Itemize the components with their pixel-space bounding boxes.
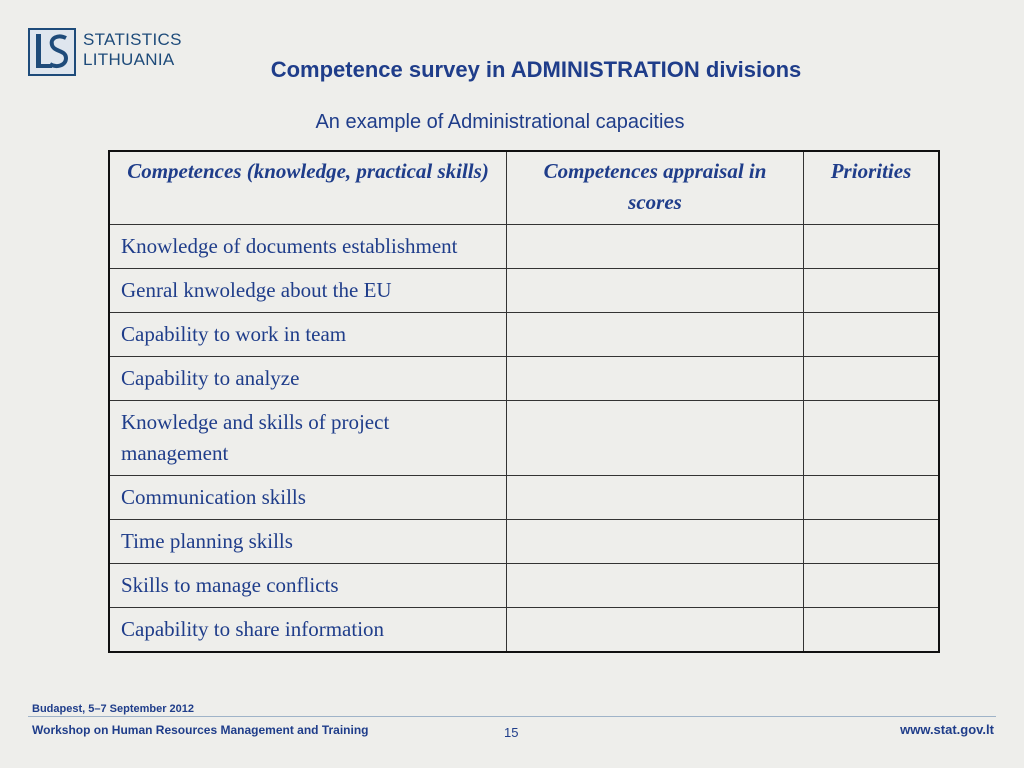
appraisal-cell	[506, 400, 804, 476]
competence-cell: Capability to work in team	[108, 312, 507, 357]
slide-subtitle: An example of Administrational capacitie…	[315, 111, 685, 133]
appraisal-cell	[506, 224, 804, 269]
competence-cell: Skills to manage conflicts	[108, 563, 507, 608]
header-appraisal: Competences appraisal in scores	[506, 150, 804, 225]
header-priorities: Priorities	[803, 150, 940, 225]
logo-line1: STATISTICS	[83, 30, 182, 49]
appraisal-cell	[506, 268, 804, 313]
table-row: Knowledge and skills of project manageme…	[108, 400, 940, 476]
appraisal-cell	[506, 607, 804, 653]
logo-line2: LITHUANIA	[83, 50, 175, 69]
priority-cell	[803, 400, 940, 476]
priority-cell	[803, 563, 940, 608]
competence-cell: Time planning skills	[108, 519, 507, 564]
priority-cell	[803, 475, 940, 520]
priority-cell	[803, 312, 940, 357]
competence-cell: Genral knwoledge about the EU	[108, 268, 507, 313]
table-row: Capability to analyze	[108, 356, 940, 401]
footer-workshop: Workshop on Human Resources Management a…	[32, 723, 369, 737]
appraisal-cell	[506, 312, 804, 357]
competence-cell: Knowledge of documents establishment	[108, 224, 507, 269]
header-competences: Competences (knowledge, practical skills…	[108, 150, 507, 225]
priority-cell	[803, 268, 940, 313]
appraisal-cell	[506, 356, 804, 401]
appraisal-cell	[506, 475, 804, 520]
statistics-lithuania-logo: STATISTICS LITHUANIA	[28, 26, 193, 78]
appraisal-cell	[506, 563, 804, 608]
table-header-row: Competences (knowledge, practical skills…	[108, 150, 940, 225]
table-row: Skills to manage conflicts	[108, 563, 940, 608]
priority-cell	[803, 519, 940, 564]
competence-table: Competences (knowledge, practical skills…	[108, 150, 940, 653]
priority-cell	[803, 224, 940, 269]
competence-cell: Knowledge and skills of project manageme…	[108, 400, 507, 476]
slide-title: Competence survey in ADMINISTRATION divi…	[270, 57, 802, 82]
logo-mark-icon	[28, 28, 76, 76]
table-row: Communication skills	[108, 475, 940, 520]
footer-divider	[28, 716, 996, 717]
table-row: Genral knwoledge about the EU	[108, 268, 940, 313]
competence-cell: Capability to share information	[108, 607, 507, 653]
table-row: Capability to work in team	[108, 312, 940, 357]
footer-url: www.stat.gov.lt	[900, 722, 994, 737]
priority-cell	[803, 356, 940, 401]
competence-cell: Communication skills	[108, 475, 507, 520]
table-row: Knowledge of documents establishment	[108, 224, 940, 269]
appraisal-cell	[506, 519, 804, 564]
table-row: Capability to share information	[108, 607, 940, 653]
table-row: Time planning skills	[108, 519, 940, 564]
priority-cell	[803, 607, 940, 653]
competence-cell: Capability to analyze	[108, 356, 507, 401]
footer-date: Budapest, 5–7 September 2012	[32, 703, 195, 715]
page-number: 15	[504, 725, 519, 740]
